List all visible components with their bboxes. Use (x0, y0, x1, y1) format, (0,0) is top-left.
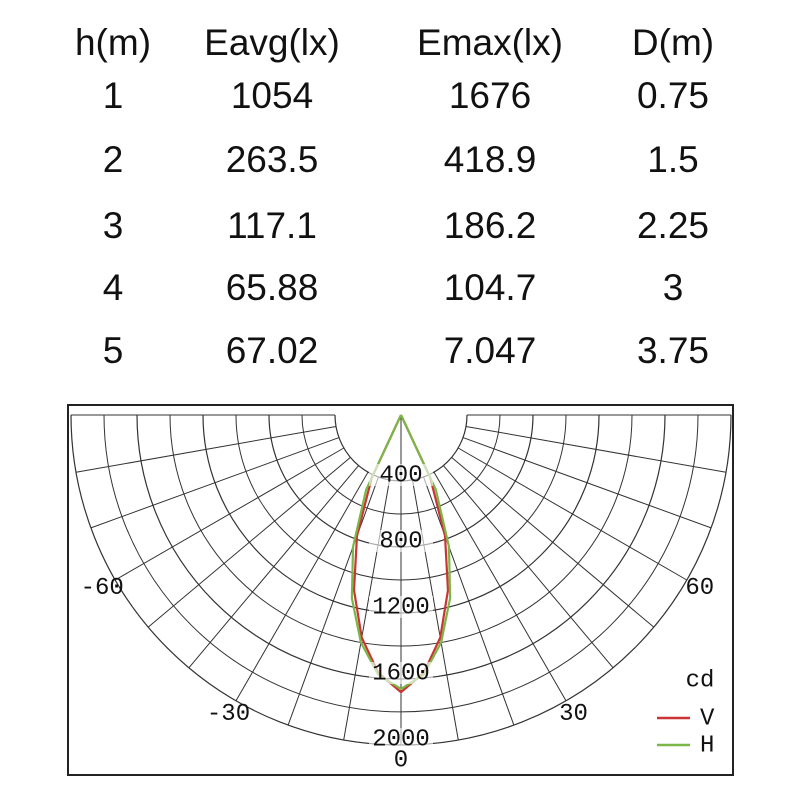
cell: 1 (103, 75, 124, 116)
cell: 3.75 (637, 330, 709, 371)
spoke (465, 425, 727, 473)
angle-tick-label: 0 (394, 747, 408, 774)
cell: 67.02 (226, 330, 319, 371)
spoke (147, 457, 351, 628)
curves (350, 414, 452, 694)
cell: 2 (103, 139, 124, 180)
spoke (423, 476, 515, 726)
spoke (114, 447, 345, 581)
spoke (75, 425, 337, 473)
cell: 1.5 (647, 139, 698, 180)
label-bg (369, 464, 433, 486)
r-tick-label: 400 (379, 462, 422, 489)
cell: 3 (663, 267, 684, 308)
cell: 0.75 (637, 75, 709, 116)
cell: 3 (103, 205, 124, 246)
labels: 400 800 1200 1600 2000 -60 -30 0 30 60 cd VH (81, 462, 715, 774)
spoke (451, 457, 655, 628)
label-bg (369, 728, 433, 750)
header-cell: h(m) (75, 22, 151, 63)
cell: 5 (103, 330, 124, 371)
intensity-curve (352, 414, 450, 694)
cell: 4 (103, 267, 124, 308)
r-tick-label: 1600 (372, 660, 430, 687)
angle-tick-label: 30 (559, 701, 588, 728)
cell: 65.88 (226, 267, 319, 308)
legend-label: H (700, 732, 714, 759)
header-cell: Emax(lx) (417, 22, 563, 63)
spoke (433, 471, 567, 702)
cell: 186.2 (444, 205, 537, 246)
cell: 1054 (231, 75, 313, 116)
legend-label: V (700, 705, 715, 732)
cell: 117.1 (227, 205, 317, 246)
cell: 418.9 (444, 139, 537, 180)
intensity-curve (350, 414, 452, 691)
spoke (343, 479, 391, 741)
cell: 7.047 (444, 330, 537, 371)
spoke (235, 471, 369, 702)
polar-grid (70, 414, 732, 746)
angle-tick-label: -30 (207, 701, 250, 728)
label-bg (369, 596, 433, 618)
chart-frame (67, 404, 734, 776)
header-cell: D(m) (632, 22, 714, 63)
spoke (443, 465, 614, 669)
r-tick-label: 2000 (372, 726, 430, 753)
r-tick-label: 800 (379, 528, 422, 555)
spoke (188, 465, 359, 669)
spoke (462, 437, 712, 529)
unit-label: cd (686, 667, 715, 694)
spoke (90, 437, 340, 529)
angle-tick-label: 60 (685, 575, 714, 602)
label-bg (369, 662, 433, 684)
spoke (287, 476, 379, 726)
cell: 1676 (449, 75, 531, 116)
label-bg (369, 530, 433, 552)
spoke (457, 447, 688, 581)
cell: 2.25 (637, 205, 709, 246)
spoke (411, 479, 459, 741)
angle-tick-label: -60 (81, 575, 124, 602)
cell: 263.5 (226, 139, 319, 180)
r-tick-label: 1200 (372, 594, 430, 621)
table: h(m) Eavg(lx) Emax(lx) D(m) 1 1054 1676 0.75 2 26… (75, 22, 714, 371)
cell: 104.7 (444, 267, 537, 308)
header-cell: Eavg(lx) (204, 22, 340, 63)
